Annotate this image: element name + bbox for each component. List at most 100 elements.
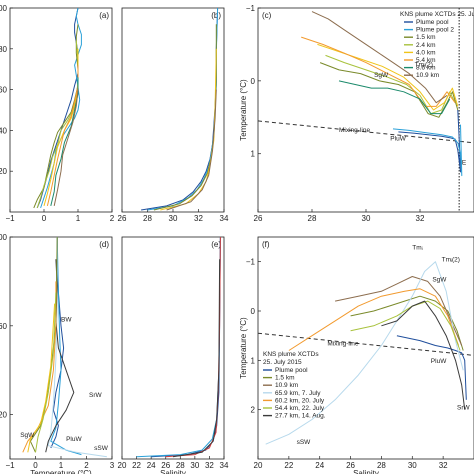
panel-b: 26 28 30 32 34 (b) [118,7,229,223]
legend-entry: 10.9 km [275,382,298,389]
x-tick-label: 26 [346,461,355,470]
y-tick-label: 20 [0,411,8,420]
axes-frame-f [257,236,474,460]
series-line-d-1 [50,237,82,456]
y-tick-label: 60 [0,322,8,331]
y-axis-label: Temperature (°C) [239,317,248,379]
panel-e: 20 22 24 26 28 30 32 34 (e) Salinity [118,236,229,474]
legend-title: KNS plume XCTDs 25. July 2015 [263,351,319,366]
y-tick-label: 100 [0,4,8,13]
series-line-b-3 [160,48,217,211]
x-axis-label: Salinity [353,469,379,474]
y-tick-label: 100 [0,233,8,242]
series-line-d-7 [35,292,57,453]
x-tick-label: 30 [408,461,417,470]
plot-area-a [33,8,82,209]
panel-label: (e) [211,240,221,249]
y-tick-label: 1 [251,150,256,159]
axes-frame-e [121,236,225,460]
x-tick-label: −1 [5,214,15,223]
y-axis-label: Temperature (°C) [239,79,248,141]
y-tick-label: 20 [0,167,8,176]
y-tick-label: 80 [0,45,8,54]
annotation: SrW [89,392,103,399]
series-line-c-7 [311,11,448,104]
annotation: SgW [432,276,447,283]
annotation: BW [61,316,72,323]
annotation: PluW [431,358,447,365]
annotation: Tmᵢ [412,244,422,251]
series-line-e-1 [136,237,221,458]
annotation: Tmᵢ(2) [442,257,460,264]
legend-title: KNS plume XCTDs 25. July 2015 [400,11,474,18]
x-tick-label: 26 [254,214,263,223]
series-line-c-6 [338,80,451,115]
legend-entry: 54.4 km, 22. July [275,405,325,412]
y-tick-label: −1 [246,4,256,13]
panel-a: −1 0 1 2 20 40 60 80 100 (a) [0,4,115,223]
annotation: PluW [390,136,406,143]
annotation: sSW [94,445,109,452]
annotation: SrW [457,405,471,412]
x-tick-label: 26 [118,214,127,223]
series-line-d-5 [22,281,57,453]
series-line-e-2 [165,237,221,458]
annotation: PluW [66,436,82,443]
axes-frame-a [9,7,113,213]
y-tick-label: 0 [251,77,256,86]
x-tick-label: 34 [220,214,229,223]
x-tick-label: 22 [132,461,141,470]
x-tick-label: 28 [377,461,386,470]
mixing-line-label: Mixing-line [327,341,358,348]
x-tick-label: 32 [439,461,448,470]
series-line-c-3 [325,54,456,115]
x-tick-label: 0 [33,461,38,470]
legend-entry: 60.2 km, 20. July [275,397,325,404]
annotation: SgW [374,72,389,79]
x-tick-label: 30 [190,461,199,470]
series-line-a-7 [53,89,79,207]
series-line-e-0 [151,237,221,458]
legend-entry: 5.4 km [416,57,436,64]
panel-label: (c) [262,11,272,20]
panel-label: (b) [211,11,221,20]
series-line-c-2 [319,62,459,118]
plot-area-b [141,8,219,211]
x-tick-label: 20 [118,461,127,470]
plot-area-c [258,8,474,212]
legend-entry: 27.7 km, 14. Aug. [275,413,326,420]
series-line-c-0 [398,109,461,173]
plot-area-e [136,237,221,458]
legend-entry: 1.5 km [275,375,295,382]
x-axis-label: Temperature (°C) [30,469,92,474]
annotation: sSW [297,439,312,446]
y-tick-label: 1 [251,356,256,365]
x-tick-label: 24 [315,461,324,470]
legend-entry: Plume pool [275,367,308,374]
x-tick-label: 1 [59,461,64,470]
annotation: Tmᵢ(2) [415,61,433,68]
panel-d: −1 0 1 2 3 20 60 100 (d) Temperature (°C) sSW SgW Pl… [0,233,115,474]
x-tick-label: 0 [42,214,47,223]
legend-entry: 10.9 km [416,72,439,79]
series-line-f-0 [396,335,467,400]
x-tick-label: 30 [169,214,178,223]
mixing-line-label: Mixing-line [339,127,370,134]
panel-label: (d) [99,240,109,249]
series-line-a-1 [40,8,82,209]
series-line-c-1 [392,124,463,177]
x-tick-label: 34 [220,461,229,470]
x-tick-label: 32 [416,214,425,223]
axes-frame-d [9,236,113,460]
y-tick-label: 40 [0,126,8,135]
x-axis-label: Salinity [160,469,186,474]
annotation: SgW [20,432,35,439]
y-tick-label: 60 [0,86,8,95]
x-tick-label: 28 [143,214,152,223]
panel-c: 26 28 30 32 −1 0 1 (c) Temperature (°C) Mixing-li… [239,4,474,223]
series-line-b-2 [153,24,217,211]
y-tick-label: 2 [251,406,256,415]
